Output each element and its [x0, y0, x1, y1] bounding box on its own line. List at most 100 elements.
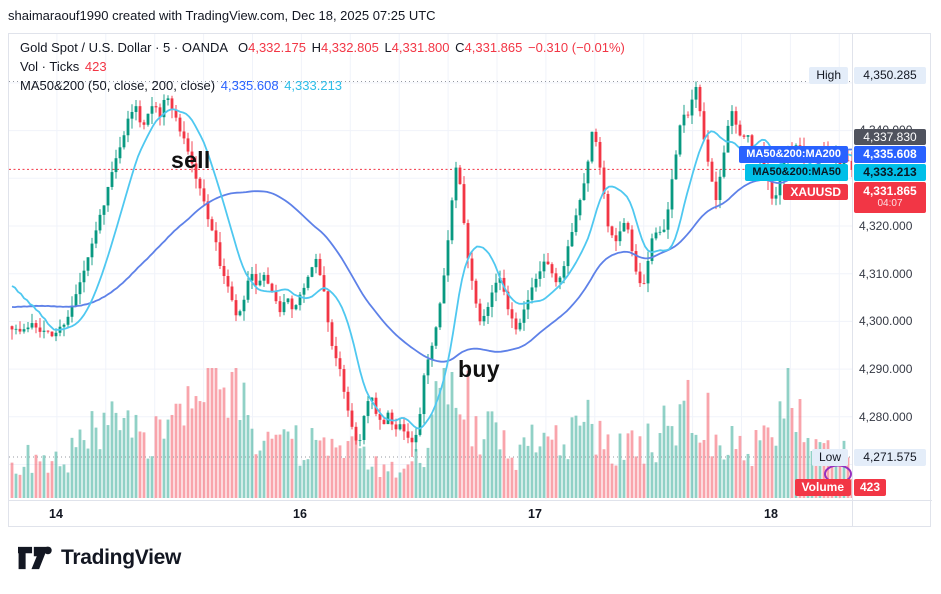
volume-bar: [270, 438, 274, 498]
volume-bar: [110, 401, 114, 498]
volume-bar: [618, 433, 622, 498]
candle-body: [18, 328, 22, 332]
candle-body: [454, 167, 458, 201]
moving-averages: [11, 108, 852, 430]
candle-body: [662, 229, 666, 232]
time-axis-label: 16: [293, 507, 307, 521]
volume-bar: [10, 462, 14, 498]
volume-bar: [398, 472, 402, 498]
candle-body: [578, 200, 582, 216]
candle-body: [154, 106, 158, 108]
volume-bar: [726, 454, 730, 498]
volume-bar: [382, 464, 386, 498]
volume-bar: [234, 368, 238, 498]
volume-bar: [118, 430, 122, 498]
tradingview-logo[interactable]: TradingView: [18, 546, 181, 570]
volume-bar: [434, 381, 438, 498]
candle-body: [362, 415, 366, 440]
candle-body: [594, 131, 598, 142]
volume-bar: [306, 459, 310, 498]
volume-bar: [422, 467, 426, 498]
candle-body: [134, 106, 138, 112]
price-axis-label: 4,280.000: [859, 410, 913, 424]
volume-bar: [402, 468, 406, 498]
candle-body: [422, 375, 426, 415]
change-value: −0.310 (−0.01%): [528, 40, 625, 55]
annotation-sell[interactable]: sell: [171, 147, 211, 173]
ma200-value-chip: 4,335.608: [854, 146, 926, 163]
candle-body: [206, 201, 210, 220]
volume-bar: [574, 415, 578, 498]
candle-body: [778, 179, 782, 196]
legend-symbol-row[interactable]: Gold Spot / U.S. Dollar · 5 · OANDA O4,3…: [20, 38, 625, 57]
candle-body: [238, 311, 242, 316]
volume-bar: [342, 457, 346, 498]
volume-bar: [690, 433, 694, 498]
volume-bar: [346, 441, 350, 498]
volume-bar: [66, 472, 70, 498]
price-chart-canvas[interactable]: [0, 33, 852, 500]
candle-body: [606, 193, 610, 227]
candle-body: [14, 328, 18, 330]
volume-bar: [722, 459, 726, 498]
volume-value-chip: 423: [854, 479, 886, 496]
volume-bar: [230, 371, 234, 498]
candle-body: [246, 280, 250, 300]
candle-body: [570, 232, 574, 247]
candle-body: [490, 292, 494, 307]
volume-bar: [478, 454, 482, 498]
candle-body: [142, 122, 146, 125]
time-axis-separator: [8, 500, 932, 501]
candle-body: [158, 107, 162, 118]
candle-body: [666, 209, 670, 230]
volume-bar: [698, 442, 702, 498]
candle-body: [202, 188, 206, 202]
candle-body: [382, 419, 386, 425]
candle-body: [162, 99, 166, 118]
legend-volume-row[interactable]: Vol · Ticks 423: [20, 57, 625, 76]
candle-body: [146, 113, 150, 125]
candle-body: [458, 167, 462, 185]
ma200-value: 4,335.608: [220, 78, 279, 93]
tradingview-logo-text: TradingView: [61, 546, 182, 569]
candle-body: [598, 141, 602, 168]
volume-bar: [674, 445, 678, 498]
volume-bar: [754, 430, 758, 498]
candle-body: [586, 161, 590, 184]
candle-body: [430, 345, 434, 360]
volume-bar: [782, 418, 786, 498]
volume-bar: [250, 428, 254, 498]
high-value: 4,332.805: [320, 40, 379, 55]
candle-body: [42, 330, 46, 332]
volume-bar: [734, 449, 738, 498]
volume-bars: [10, 368, 852, 498]
candle-body: [530, 287, 534, 300]
volume-bar: [162, 438, 166, 498]
legend-ma-row[interactable]: MA50&200 (50, close, 200, close) 4,335.6…: [20, 76, 625, 95]
time-axis-label: 17: [528, 507, 542, 521]
volume-bar: [658, 433, 662, 498]
volume-bar: [546, 436, 550, 498]
candle-body: [722, 152, 726, 177]
close-value: 4,331.865: [464, 40, 523, 55]
candle-body: [474, 280, 478, 304]
volume-bar: [562, 444, 566, 498]
volume-bar: [706, 392, 710, 498]
candle-body: [222, 265, 226, 277]
volume-bar: [650, 452, 654, 498]
volume-bar: [350, 436, 354, 498]
candle-body: [682, 114, 686, 126]
candle-body: [166, 98, 170, 100]
annotation-buy[interactable]: buy: [458, 356, 500, 382]
volume-bar: [550, 439, 554, 498]
volume-bar: [502, 430, 506, 498]
candle-body: [618, 231, 622, 242]
volume-bar: [330, 438, 334, 498]
candle-body: [350, 410, 354, 427]
volume-bar: [810, 450, 814, 498]
candle-body: [542, 261, 546, 272]
volume-bar: [506, 458, 510, 498]
volume-bar: [210, 368, 214, 498]
volume-bar: [610, 463, 614, 498]
volume-bar: [790, 407, 794, 498]
